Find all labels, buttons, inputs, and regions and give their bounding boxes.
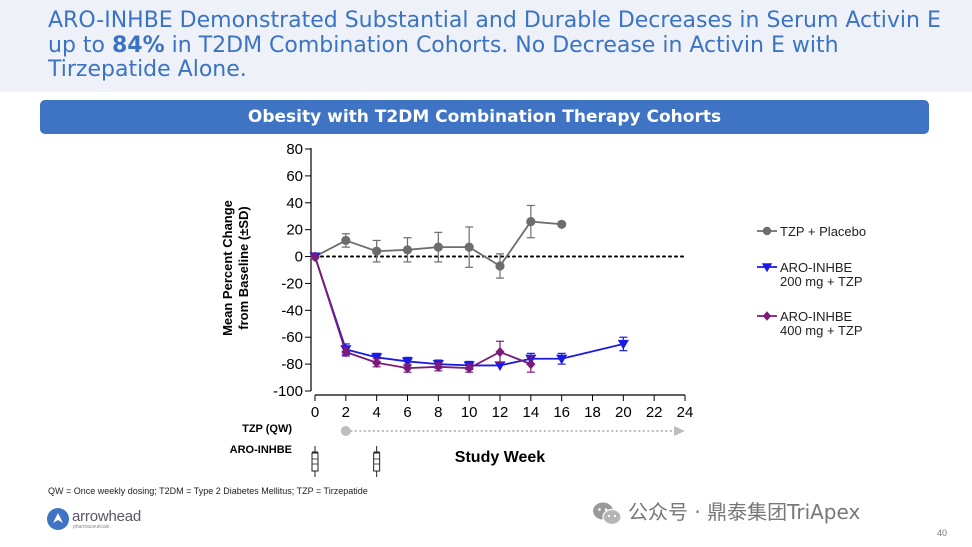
x-tick-label: 2 (342, 404, 350, 421)
y-axis-label-line2: from Baseline (±SD) (236, 206, 251, 329)
x-tick-label: 22 (646, 404, 663, 421)
syringe-icon (311, 446, 319, 477)
data-point-aro200 (617, 339, 629, 350)
data-point-placebo (372, 246, 382, 256)
x-tick-label: 18 (584, 404, 601, 421)
chart-banner: Obesity with T2DM Combination Therapy Co… (40, 100, 929, 134)
title-text-part2: in T2DM Combination Cohorts. No Decrease… (48, 32, 839, 82)
x-axis-label: Study Week (455, 449, 546, 466)
y-tick-label: -40 (281, 302, 303, 319)
legend-marker-aro400 (762, 311, 772, 321)
y-tick-label: -60 (281, 329, 303, 346)
aro-dosing-label: ARO-INHBE (230, 444, 292, 456)
data-point-aro400 (526, 359, 536, 370)
y-tick-label: 0 (295, 249, 303, 266)
data-point-aro400 (464, 363, 474, 374)
y-axis-label: Mean Percent Change (220, 200, 235, 336)
data-point-placebo (464, 242, 474, 252)
title-text-part1: ARO-INHBE Demonstrated Substantial and D… (48, 8, 941, 58)
data-point-aro400 (310, 251, 320, 262)
syringe-icon (373, 446, 381, 477)
data-point-aro400 (372, 357, 382, 368)
data-point-placebo (557, 219, 567, 229)
legend-label-aro200-line2: 200 mg + TZP (780, 274, 863, 289)
x-tick-label: 8 (434, 404, 442, 421)
watermark-text: 公众号 · 鼎泰集团TriApex (628, 500, 861, 524)
data-point-placebo (341, 235, 351, 246)
legend-label-aro400: ARO-INHBE (780, 309, 853, 324)
watermark: 公众号 · 鼎泰集团TriApex (592, 496, 860, 526)
y-tick-label: 40 (286, 195, 303, 212)
y-tick-label: 20 (286, 222, 303, 239)
data-point-placebo (495, 261, 505, 271)
data-point-placebo (526, 217, 536, 227)
logo-text: arrowhead (72, 508, 142, 525)
logo-subtext: pharmaceuticals (73, 524, 110, 530)
x-tick-label: 12 (492, 404, 509, 421)
legend-marker-placebo (762, 226, 772, 236)
data-point-aro400 (433, 361, 443, 372)
y-tick-label: -100 (273, 383, 303, 400)
arrowhead-logo-icon (47, 508, 69, 530)
y-tick-label: -80 (281, 356, 303, 373)
x-tick-label: 10 (461, 404, 478, 421)
x-tick-label: 20 (615, 404, 632, 421)
legend-marker-aro200 (761, 263, 773, 273)
footnote: QW = Once weekly dosing; T2DM = Type 2 D… (48, 486, 368, 496)
wechat-icon (593, 502, 622, 525)
x-tick-label: 0 (311, 404, 319, 421)
data-point-placebo (402, 245, 413, 255)
data-point-aro200 (494, 361, 506, 372)
data-point-aro400 (495, 346, 505, 358)
x-tick-label: 16 (553, 404, 570, 421)
data-point-aro400 (341, 346, 351, 358)
series-line-aro200 (314, 256, 624, 367)
data-point-aro400 (402, 363, 413, 374)
series-line-aro400 (314, 256, 532, 370)
legend-label-aro400-line2: 400 mg + TZP (780, 323, 863, 338)
data-point-placebo (433, 242, 443, 252)
tzp-dosing-arrowhead (674, 426, 685, 436)
legend-label-placebo: TZP + Placebo (780, 224, 866, 239)
arrowhead-logo: arrowhead pharmaceuticals (46, 507, 166, 531)
title-highlight: 84% (111, 32, 165, 58)
x-tick-label: 4 (372, 404, 380, 421)
data-point-aro200 (401, 357, 414, 368)
header-band (0, 0, 972, 92)
y-tick-label: 60 (286, 168, 303, 185)
y-tick-label: -20 (281, 275, 303, 292)
slide-title: ARO-INHBE Demonstrated Substantial and D… (48, 8, 948, 83)
tzp-dosing-label: TZP (QW) (242, 423, 292, 435)
x-tick-label: 24 (677, 404, 694, 421)
x-tick-label: 6 (403, 404, 411, 421)
legend-label-aro200: ARO-INHBE (780, 260, 853, 275)
y-tick-label: 80 (286, 141, 303, 158)
page-number: 40 (937, 528, 948, 538)
x-tick-label: 14 (522, 404, 539, 421)
data-point-aro200 (556, 354, 568, 365)
